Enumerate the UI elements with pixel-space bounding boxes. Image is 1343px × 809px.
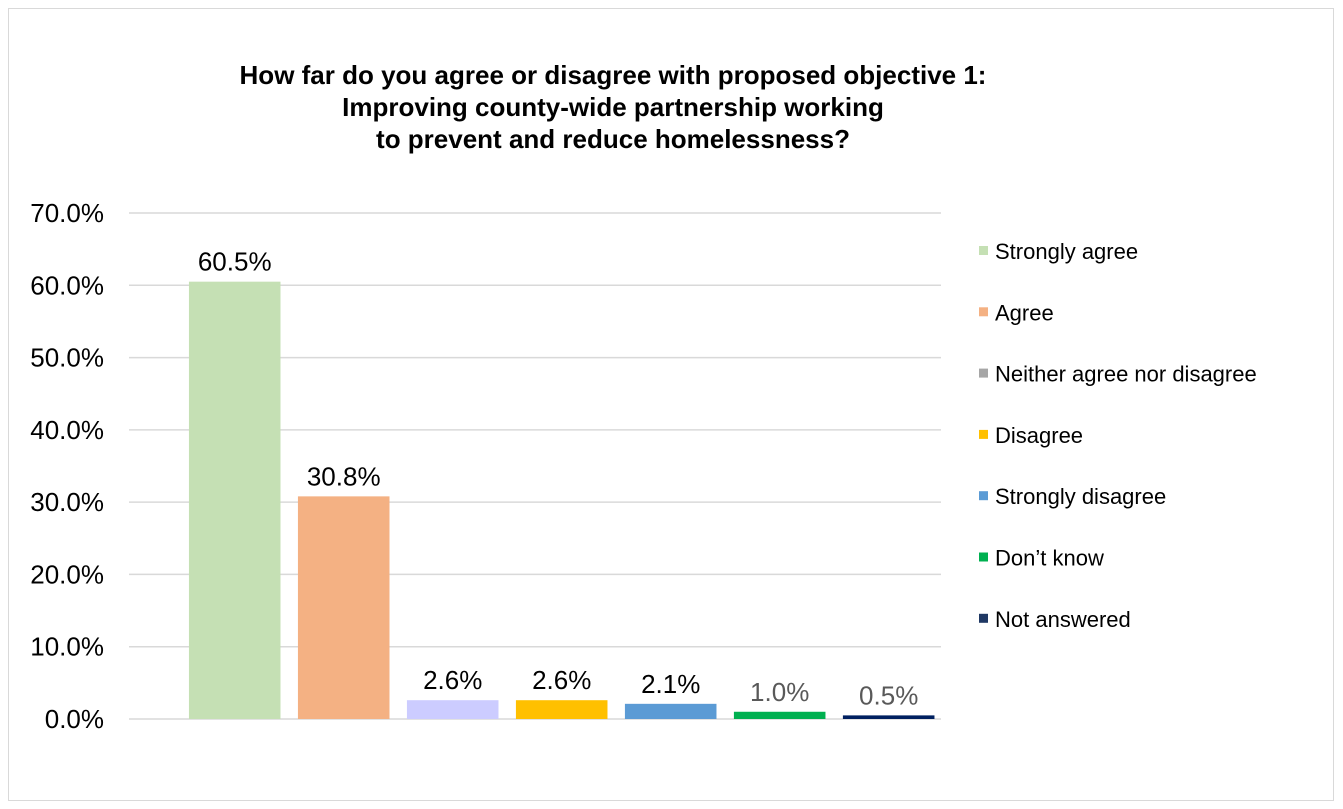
bar <box>842 715 935 719</box>
bar <box>406 700 499 719</box>
bar <box>733 711 826 719</box>
data-labels: 60.5% 30.8% 2.6% 2.6% 2.1% 1.0% 0.5% <box>198 247 918 711</box>
y-tick-label: 70.0% <box>30 198 104 228</box>
bars <box>188 281 935 719</box>
y-tick-label: 60.0% <box>30 270 104 300</box>
chart-title: How far do you agree or disagree with pr… <box>240 60 987 154</box>
bar <box>624 703 717 719</box>
chart-title-line-1: How far do you agree or disagree with pr… <box>240 60 987 90</box>
legend-swatch <box>979 491 988 501</box>
data-label: 1.0% <box>750 677 809 707</box>
bar <box>515 700 608 719</box>
bar <box>188 281 281 719</box>
legend-swatch <box>979 246 988 255</box>
legend-swatch <box>979 429 988 439</box>
legend-label: Don’t know <box>995 546 1104 571</box>
data-label: 0.5% <box>859 680 918 710</box>
legend-label: Strongly agree <box>995 239 1138 264</box>
legend-label: Disagree <box>995 423 1083 448</box>
data-label: 2.6% <box>532 665 591 695</box>
y-tick-label: 40.0% <box>30 415 104 445</box>
y-tick-label: 30.0% <box>30 487 104 517</box>
legend-label: Neither agree nor disagree <box>995 362 1257 387</box>
y-tick-label: 10.0% <box>30 632 104 662</box>
chart-frame: How far do you agree or disagree with pr… <box>8 8 1334 801</box>
legend: Strongly agree Agree Neither agree nor dis… <box>979 239 1257 632</box>
legend-swatch <box>979 368 988 378</box>
bar <box>297 496 390 719</box>
legend-label: Not answered <box>995 607 1131 632</box>
data-label: 60.5% <box>198 247 272 277</box>
y-tick-label: 20.0% <box>30 559 104 589</box>
y-axis-tick-labels: 0.0% 10.0% 20.0% 30.0% 40.0% 50.0% 60.0% 70.0% <box>30 198 104 734</box>
data-label: 30.8% <box>307 461 381 491</box>
chart-title-line-3: to prevent and reduce homelessness? <box>376 124 850 154</box>
legend-swatch <box>979 552 988 562</box>
data-label: 2.6% <box>423 665 482 695</box>
legend-swatch <box>979 307 988 317</box>
legend-label: Agree <box>995 300 1054 325</box>
chart-title-line-2: Improving county-wide partnership workin… <box>342 92 884 122</box>
data-label: 2.1% <box>641 669 700 699</box>
legend-swatch <box>979 613 988 623</box>
bar-chart: How far do you agree or disagree with pr… <box>30 60 1257 734</box>
y-tick-label: 50.0% <box>30 343 104 373</box>
y-tick-label: 0.0% <box>45 704 104 734</box>
legend-label: Strongly disagree <box>995 484 1166 509</box>
